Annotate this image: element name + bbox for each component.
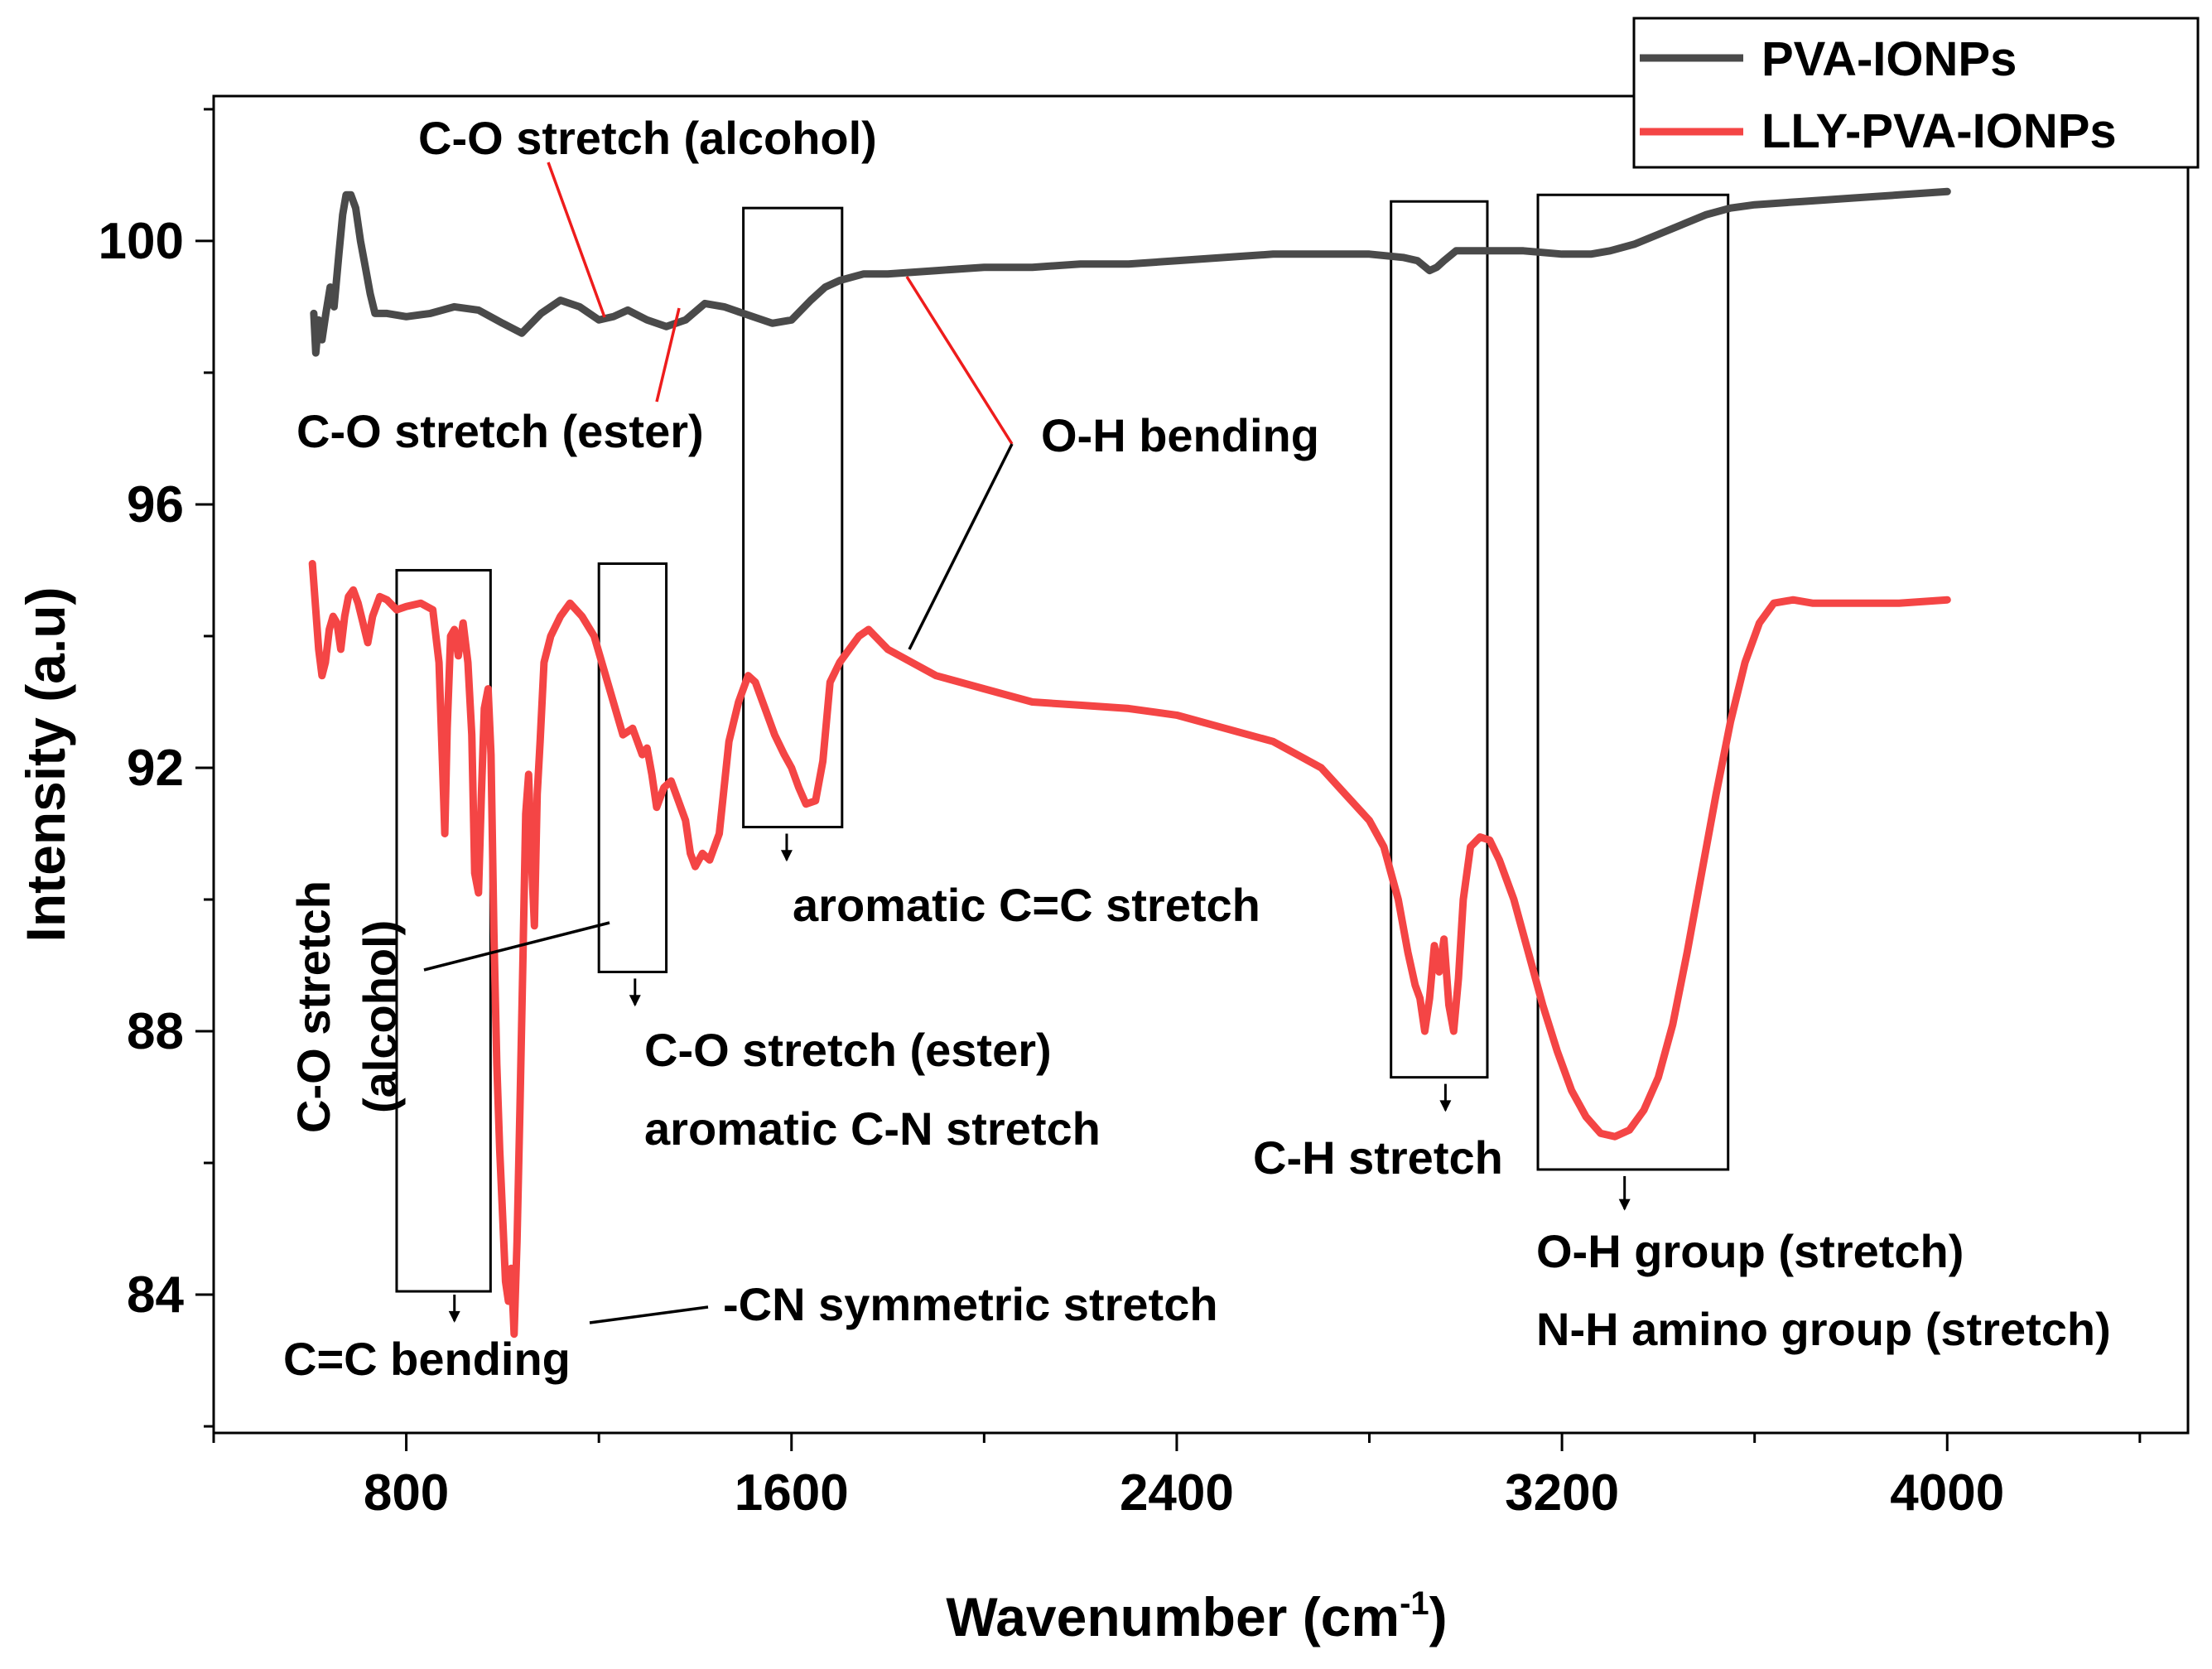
- label-co-stretch-ester-low: C-O stretch (ester): [644, 1024, 1052, 1076]
- label-aromatic-cn-stretch: aromatic C-N stretch: [644, 1102, 1101, 1155]
- leader-co-alcohol-vertical: [423, 921, 610, 972]
- band-arrowhead-2: [629, 995, 641, 1007]
- x-axis-title: Wavenumber (cm-1): [946, 1585, 1447, 1647]
- series-line-lly-pva-ionps: [308, 560, 1951, 1339]
- leader-cn-symmetric: [589, 1305, 709, 1324]
- y-tick-label: 100: [99, 213, 184, 270]
- band-arrowhead-3: [780, 850, 793, 862]
- legend-box: [1632, 17, 2200, 169]
- x-axis-unit-close: ): [1429, 1586, 1448, 1647]
- leader-oh-bending-red: [905, 276, 1014, 445]
- series-group: [308, 187, 1951, 1339]
- label-cn-symmetric-stretch: -CN symmetric stretch: [723, 1278, 1218, 1330]
- label-oh-group-stretch: O-H group (stretch): [1536, 1225, 1964, 1277]
- x-axis: 800 1600 2400 3200 4000: [212, 1433, 2142, 1522]
- y-tick-label: 84: [127, 1266, 184, 1324]
- annotations: C-O stretch (alcohol) C-O stretch (ester…: [283, 112, 2111, 1385]
- y-tick-label: 88: [127, 1003, 184, 1060]
- band-arrowhead-1: [448, 1310, 460, 1323]
- legend: PVA-IONPs LLY-PVA-IONPs: [1632, 17, 2200, 169]
- band-boxes: [395, 193, 1730, 1293]
- y-tick-label: 92: [127, 740, 184, 797]
- legend-label-pva-ionps: PVA-IONPs: [1761, 32, 2017, 86]
- band-box-5: [1536, 193, 1730, 1171]
- y-axis-title: Intensity (a.u): [15, 586, 76, 942]
- x-tick-label: 2400: [1120, 1464, 1234, 1522]
- band-box-3: [742, 206, 844, 829]
- label-ch-stretch: C-H stretch: [1253, 1131, 1503, 1184]
- y-axis: 84 88 92 96 100: [99, 108, 214, 1428]
- x-tick-label: 4000: [1890, 1464, 2004, 1522]
- y-tick-label: 96: [127, 476, 184, 533]
- annotation-leaders: [423, 162, 1014, 1324]
- label-co-stretch-vertical: C-O stretch: [287, 880, 340, 1133]
- label-aromatic-cc-stretch: aromatic C=C stretch: [793, 879, 1260, 931]
- band-box-2: [597, 562, 668, 973]
- label-nh-amino-stretch: N-H amino group (stretch): [1536, 1303, 2111, 1355]
- label-co-stretch-alcohol-top: C-O stretch (alcohol): [418, 112, 877, 164]
- band-arrowhead-4: [1439, 1100, 1452, 1112]
- leader-co-alcohol-top: [547, 162, 606, 318]
- label-cc-bending: C=C bending: [283, 1333, 571, 1385]
- label-alcohol-vertical: (alcohol): [354, 920, 406, 1113]
- band-arrowhead-5: [1618, 1199, 1631, 1211]
- band-box-1: [395, 568, 492, 1293]
- label-oh-bending: O-H bending: [1041, 409, 1319, 461]
- leader-oh-bending-black: [908, 443, 1014, 650]
- x-axis-unit-sup: -1: [1400, 1585, 1429, 1622]
- band-arrows: [448, 833, 1631, 1323]
- legend-label-lly-pva-ionps: LLY-PVA-IONPs: [1761, 104, 2117, 158]
- x-axis-unit-open: (cm: [1303, 1586, 1400, 1647]
- x-axis-title-main: Wavenumber: [946, 1586, 1287, 1647]
- x-tick-label: 1600: [735, 1464, 849, 1522]
- x-tick-label: 3200: [1505, 1464, 1619, 1522]
- band-box-4: [1390, 200, 1489, 1079]
- leader-co-ester-top: [655, 307, 681, 403]
- series-line-pva-ionps: [310, 187, 1951, 357]
- x-tick-label: 800: [364, 1464, 449, 1522]
- label-co-stretch-ester-top: C-O stretch (ester): [296, 405, 704, 457]
- plot-frame: [212, 94, 2190, 1435]
